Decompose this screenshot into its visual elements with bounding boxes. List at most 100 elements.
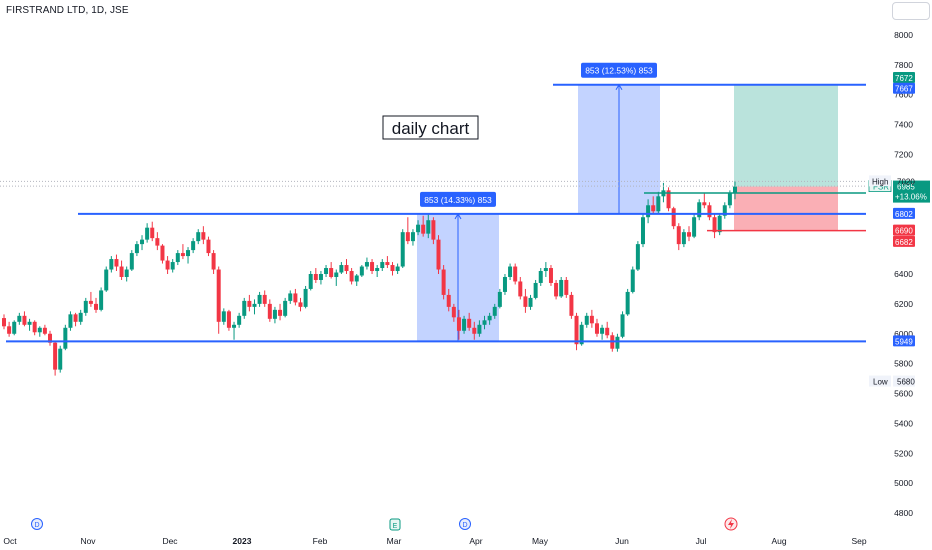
candle-body [22,315,27,325]
chart-settings-button[interactable] [892,2,930,20]
candle-body [196,232,201,242]
candle-body [180,253,185,257]
candle-body [221,311,226,322]
candle [431,217,436,245]
stop2-badge: 6682 [895,238,913,247]
candle-body [518,281,523,297]
event-marker-icon[interactable]: D [31,518,43,530]
candle-body [237,315,242,325]
candle [119,260,124,280]
candle-body [272,309,277,319]
candle-body [140,239,145,245]
candle-body [467,318,472,328]
annotation-text: daily chart [392,119,470,138]
candle [308,271,313,291]
candle [283,297,288,318]
candle-body [707,205,712,218]
candle-body [405,232,410,242]
candle-body [334,272,339,277]
time-tick-label: Feb [313,536,328,546]
candle-body [502,276,507,292]
candle-body [2,318,6,327]
candle-body [671,208,676,227]
event-marker-label: D [462,522,467,529]
candle [451,303,456,322]
candle-body [400,232,405,267]
measure-label: 853 (14.33%) 853 [424,195,492,205]
candle-body [548,268,553,283]
dividend-marker-shape [31,518,43,530]
candle [134,241,139,257]
candle [722,202,727,219]
candle [191,238,196,254]
candle [482,315,487,330]
candle-body [564,279,569,295]
measure-label-box [420,191,496,207]
candle-body [697,202,702,218]
candle-body [73,314,78,322]
stop-badge-box [893,224,915,236]
candle-body [584,315,589,325]
candle-body [191,241,196,251]
time-axis: Oct Nov Dec 2023 Feb Mar Apr May Jun Jul Aug Sep D E D [3,517,867,546]
target-badge: 7672 [895,74,913,83]
candle-body [635,244,640,270]
candle-body [600,327,605,334]
profit-zone [734,83,838,187]
candle [303,285,308,309]
candle [584,312,589,328]
candle [574,312,579,351]
candle-body [94,303,99,310]
candle [180,244,185,260]
candle [421,215,426,237]
candle-body [262,294,267,304]
candle-body [216,269,221,322]
candle [7,321,12,337]
candle [569,291,574,319]
candle [733,181,737,200]
price-tick-label: 8000 [894,30,913,40]
candle-body [594,323,599,334]
candle [165,256,170,274]
candle [83,297,88,316]
price-tick-label: 7200 [894,149,913,159]
candle-body [686,232,691,237]
candle-body [513,266,518,282]
candle-body [456,317,461,331]
candle [94,297,99,313]
candle [73,312,78,327]
last-price-value: 6985 [897,183,915,192]
candle [293,288,298,306]
time-tick-label: Mar [387,536,402,546]
candle-body [477,324,482,334]
candle-body [508,266,513,277]
candle-body [451,306,456,318]
candle-body [48,333,53,343]
event-marker-icon[interactable]: D [459,518,471,530]
candle-body [201,232,206,240]
candle-body [722,205,727,216]
candle-body [324,268,329,274]
event-marker-icon[interactable]: E [389,518,401,531]
candle [528,294,533,310]
candle-body [651,205,656,212]
candle [78,309,83,325]
flash-event-icon [724,517,738,531]
candle [329,262,334,279]
candle [589,309,594,328]
target-badge-box [893,71,915,83]
candle [543,262,548,277]
time-tick-label: Nov [80,536,96,546]
loss-zone [734,186,838,231]
candle-body [150,227,155,239]
candle-body [579,324,584,345]
high-value: 7020 [897,177,915,186]
candle [640,214,645,248]
candle [58,345,63,373]
candle [487,312,492,325]
candle [206,236,211,257]
price-axis: 8000 7800 7600 7400 7200 6400 6200 6000 5800 5600… [868,30,930,518]
candle [380,259,385,272]
